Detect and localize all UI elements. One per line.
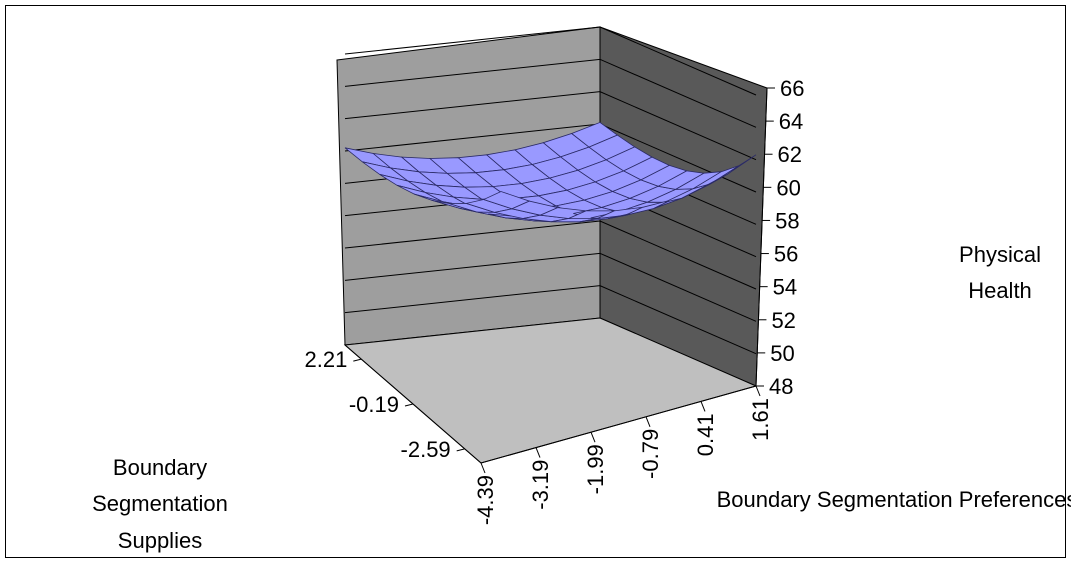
gridline <box>344 58 757 128</box>
z-tick-label: 52 <box>771 308 795 333</box>
x-tick-label: -3.19 <box>528 460 553 510</box>
x-tick-mark <box>700 401 706 412</box>
surface-cell <box>710 154 757 185</box>
surface <box>344 121 757 223</box>
x-tick-mark <box>645 416 651 427</box>
x-axis-ticks: -4.39 -3.19 -1.99 -0.79 0.41 1.61 <box>473 385 773 525</box>
y-axis-label-line-1: Boundary <box>113 455 207 480</box>
z-tick-label: 54 <box>773 275 797 300</box>
x-tick-label: 1.61 <box>748 398 773 441</box>
x-tick-label: -1.99 <box>583 444 608 494</box>
x-tick-label: -4.39 <box>473 475 498 525</box>
y-tick-label: -0.19 <box>349 392 399 417</box>
z-tick-label: 66 <box>780 76 804 101</box>
gridline <box>344 91 757 161</box>
x-tick-label: 0.41 <box>693 413 718 456</box>
z-tick-label: 58 <box>775 208 799 233</box>
z-axis-label-line-2: Health <box>968 278 1032 303</box>
gridline <box>344 252 757 322</box>
x-axis-line <box>480 385 757 464</box>
y-tick-mark <box>456 448 465 452</box>
z-axis-line <box>755 87 768 387</box>
gridline <box>344 285 757 355</box>
z-axis-label-line-1: Physical <box>959 242 1041 267</box>
y-tick-mark <box>404 403 414 407</box>
z-tick-label: 60 <box>776 175 800 200</box>
x-axis-label: Boundary Segmentation Preferences <box>717 487 1071 512</box>
y-axis-label-line-3: Supplies <box>118 528 202 553</box>
z-tick-label: 56 <box>774 242 798 267</box>
x-tick-mark <box>590 432 596 443</box>
z-tick-label: 50 <box>770 341 794 366</box>
z-tick-label: 62 <box>778 142 802 167</box>
x-tick-mark <box>535 447 541 458</box>
y-axis-label-line-2: Segmentation <box>92 491 228 516</box>
x-tick-mark <box>755 385 761 397</box>
x-tick-label: -0.79 <box>638 429 663 479</box>
chart-walls <box>336 26 768 464</box>
y-tick-mark <box>353 358 362 362</box>
gridline <box>344 26 757 96</box>
y-axis-ticks: 2.21-0.19-2.59 <box>304 347 465 462</box>
y-tick-label: 2.21 <box>304 347 347 372</box>
z-axis-ticks: 66 64 62 60 58 56 54 52 50 48 <box>756 76 804 399</box>
z-tick-label: 48 <box>769 374 793 399</box>
y-tick-label: -2.59 <box>401 437 451 462</box>
x-tick-mark <box>480 462 486 474</box>
gridline <box>344 220 757 290</box>
z-tick-label: 64 <box>779 109 803 134</box>
